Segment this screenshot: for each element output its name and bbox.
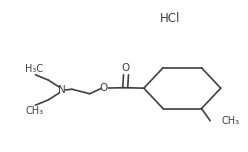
Text: N: N: [58, 85, 66, 95]
Text: O: O: [122, 63, 130, 73]
Text: CH₃: CH₃: [222, 116, 240, 126]
Text: O: O: [99, 83, 108, 93]
Text: CH₃: CH₃: [25, 106, 43, 116]
Text: H₃C: H₃C: [25, 64, 43, 74]
Text: HCl: HCl: [160, 12, 180, 26]
